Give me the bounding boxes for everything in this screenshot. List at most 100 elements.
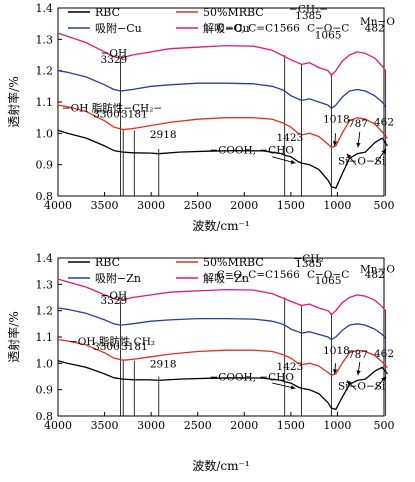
annotation-label: 3300 xyxy=(93,341,120,353)
legend-label: 50%MRBC xyxy=(203,256,264,269)
annotation-label: 2918 xyxy=(150,129,177,141)
annotation-arrowhead xyxy=(346,153,352,159)
annotation-label: 1423 xyxy=(277,361,304,373)
y-tick-label: 1.0 xyxy=(36,127,54,140)
x-tick-label: 1000 xyxy=(323,419,351,432)
y-tick-label: 1.3 xyxy=(36,33,54,46)
x-tick-label: 3500 xyxy=(91,419,119,432)
x-tick-label: 4000 xyxy=(44,419,72,432)
annotation-label: 482 xyxy=(365,23,385,35)
series-line-1 xyxy=(57,338,388,376)
annotation-label: Mn−O xyxy=(360,16,395,28)
legend-label: 吸附−Cu xyxy=(95,21,142,35)
annotation-arrowhead xyxy=(290,385,296,390)
annotation-label: 1065 xyxy=(315,275,342,287)
y-tick-label: 0.8 xyxy=(36,410,54,423)
x-tick-label: 1500 xyxy=(277,419,305,432)
x-tick-label: 2000 xyxy=(230,199,258,212)
series-line-3 xyxy=(57,278,387,316)
annotation-label: −COOH, −CHO xyxy=(209,145,294,157)
annotation-label: C=O, C=C1566 xyxy=(217,23,300,35)
annotation-label: 3181 xyxy=(121,109,148,121)
annotation-label: 482 xyxy=(365,269,385,281)
series-line-2 xyxy=(57,307,387,341)
annotation-label: C−O−C xyxy=(307,269,349,281)
x-axis-label: 波数/cm⁻¹ xyxy=(192,218,249,233)
x-tick-label: 500 xyxy=(374,419,395,432)
annotation-label: 1385 xyxy=(295,258,322,270)
annotation-label: 1018 xyxy=(323,345,350,357)
annotation-label: Mn−O xyxy=(360,263,395,275)
annotation-label: 3300 xyxy=(93,109,120,121)
annotation-arrowhead xyxy=(356,142,361,148)
y-tick-label: 0.9 xyxy=(36,384,54,397)
annotation-arrowhead xyxy=(346,380,352,386)
x-tick-label: 2500 xyxy=(184,419,212,432)
y-tick-label: 1.3 xyxy=(36,278,54,291)
annotation-arrowhead xyxy=(332,141,338,146)
annotation-label: 3329 xyxy=(101,295,128,307)
series-line-3 xyxy=(57,32,387,77)
series-line-0 xyxy=(57,360,389,411)
annotation-label: −OH 脂肪性 CH₂ xyxy=(69,335,155,348)
annotation-label: Si−O−Si xyxy=(338,381,386,393)
legend-label: 解吸−Cu xyxy=(203,21,250,35)
annotation-label: −OH xyxy=(101,290,128,302)
y-axis-label: 透射率/% xyxy=(6,311,21,362)
y-tick-label: 1.4 xyxy=(36,2,54,15)
annotation-label: −CH₂ xyxy=(293,253,323,265)
annotation-label: −CH₂− xyxy=(289,4,328,16)
annotation-label: 462 xyxy=(374,117,394,129)
y-tick-label: 1.0 xyxy=(36,357,54,370)
annotation-label: −OH 脂肪性−CH₂− xyxy=(62,101,162,114)
y-tick-label: 0.8 xyxy=(36,190,54,203)
annotation-label: Si−O−Si xyxy=(338,156,386,168)
series-line-2 xyxy=(57,70,387,109)
annotation-label: 1423 xyxy=(277,132,304,144)
y-tick-label: 0.9 xyxy=(36,159,54,172)
x-tick-label: 3500 xyxy=(91,199,119,212)
x-tick-label: 500 xyxy=(374,199,395,212)
x-axis-label: 波数/cm⁻¹ xyxy=(192,458,249,473)
x-tick-label: 1000 xyxy=(323,199,351,212)
annotation-label: 787 xyxy=(348,349,368,361)
y-tick-label: 1.2 xyxy=(36,65,54,78)
annotation-label: −OH xyxy=(101,48,128,60)
annotation-label: C−O−C xyxy=(307,23,349,35)
annotation-label: C=O, C=C1566 xyxy=(217,269,300,281)
y-tick-label: 1.1 xyxy=(36,331,54,344)
y-tick-label: 1.1 xyxy=(36,96,54,109)
annotation-arrowhead xyxy=(356,370,361,376)
annotation-arrowhead xyxy=(381,149,386,154)
annotation-label: 3181 xyxy=(121,341,148,353)
legend-label: RBC xyxy=(95,256,120,269)
x-tick-label: 4000 xyxy=(44,199,72,212)
annotation-label: 462 xyxy=(374,348,394,360)
legend-label: RBC xyxy=(95,6,120,19)
legend-label: 解吸−Zn xyxy=(203,271,249,285)
annotation-label: 3329 xyxy=(101,54,128,66)
y-axis-label: 透射率/% xyxy=(6,76,21,127)
annotation-label: −COOH, −CHO xyxy=(209,371,294,383)
legend-label: 吸附−Zn xyxy=(95,271,141,285)
x-tick-label: 1500 xyxy=(277,199,305,212)
annotation-arrowhead xyxy=(332,369,338,374)
annotation-label: 1385 xyxy=(295,10,322,22)
x-tick-label: 3000 xyxy=(137,419,165,432)
x-tick-label: 2000 xyxy=(230,419,258,432)
annotation-arrowhead xyxy=(290,159,296,165)
annotation-label: 787 xyxy=(348,118,368,130)
y-tick-label: 1.4 xyxy=(36,252,54,265)
annotation-label: 2918 xyxy=(150,358,177,370)
annotation-label: 1018 xyxy=(323,113,350,125)
y-tick-label: 1.2 xyxy=(36,305,54,318)
annotation-arrowhead xyxy=(381,376,386,382)
legend-label: 50%MRBC xyxy=(203,6,264,19)
series-line-0 xyxy=(57,129,389,189)
series-line-1 xyxy=(57,104,388,149)
x-tick-label: 3000 xyxy=(137,199,165,212)
annotation-label: 1065 xyxy=(315,30,342,42)
x-tick-label: 2500 xyxy=(184,199,212,212)
